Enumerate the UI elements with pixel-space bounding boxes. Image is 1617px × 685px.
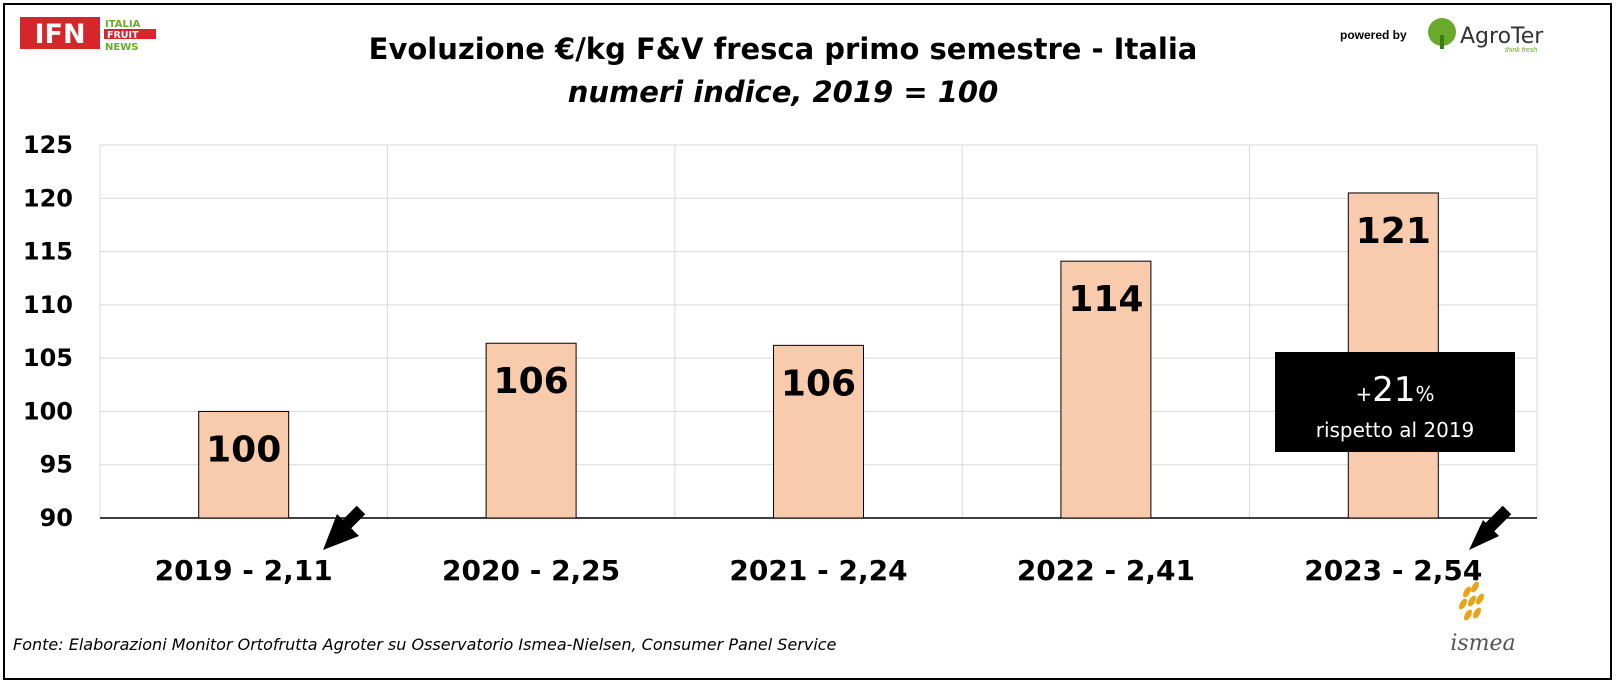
bar: [773, 344, 864, 519]
arrow-2023-icon: [1469, 505, 1512, 550]
bars: [198, 192, 1439, 519]
ismea-logo-text: ismea: [1450, 631, 1515, 656]
x-tick-label: 2020 - 2,25: [442, 554, 620, 587]
bar: [1060, 260, 1152, 519]
chart-frame: IFN ITALIA FRUIT NEWS Evoluzione €/kg F&…: [3, 3, 1612, 680]
powered-by-label: powered by: [1340, 28, 1407, 42]
chart-subtitle: numeri indice, 2019 = 100: [568, 75, 999, 109]
x-tick-label: 2021 - 2,24: [729, 554, 907, 587]
data-label: 121: [1356, 211, 1431, 252]
chart: IFN ITALIA FRUIT NEWS Evoluzione €/kg F&…: [13, 17, 1544, 656]
ifn-logo-line-2: FRUIT: [107, 30, 139, 41]
chart-title: Evoluzione €/kg F&V fresca primo semestr…: [369, 32, 1198, 66]
callout-background: [1275, 352, 1515, 452]
y-tick-label: 90: [40, 504, 73, 532]
wheat-icon: [1459, 581, 1484, 621]
y-axis-tick-labels: 90 95 100 105 110 115 120 125: [23, 131, 73, 532]
ismea-logo: ismea: [1450, 581, 1516, 656]
ifn-logo-line-3: NEWS: [105, 42, 138, 53]
agroter-tagline: think fresh: [1505, 47, 1537, 54]
y-tick-label: 100: [23, 397, 73, 425]
agroter-logo-text: AgroTer: [1460, 24, 1544, 49]
bar: [198, 410, 290, 519]
ifn-logo-text: IFN: [34, 19, 85, 50]
ifn-logo: IFN ITALIA FRUIT NEWS: [20, 17, 156, 53]
y-tick-label: 105: [23, 344, 73, 372]
x-axis-tick-labels: 2019 - 2,11 2020 - 2,25 2021 - 2,24 2022 - …: [155, 554, 1483, 587]
data-label: 106: [781, 363, 856, 404]
y-tick-label: 110: [23, 291, 73, 319]
ifn-logo-line-1: ITALIA: [105, 19, 141, 30]
callout-text: rispetto al 2019: [1316, 418, 1475, 442]
y-tick-label: 115: [23, 238, 73, 266]
ifn-logo-band: [104, 29, 156, 39]
bar: [485, 342, 577, 519]
x-tick-label: 2019 - 2,11: [155, 554, 333, 587]
callout-value: +21%: [1355, 370, 1434, 410]
source-note: Fonte: Elaborazioni Monitor Ortofrutta A…: [13, 635, 837, 654]
data-label: 100: [206, 429, 281, 470]
data-label: 114: [1068, 279, 1143, 320]
ifn-logo-badge: [20, 17, 100, 49]
arrow-2019-icon: [323, 505, 366, 550]
tree-icon: [1428, 18, 1456, 46]
agroter-logo: AgroTer think fresh: [1428, 18, 1544, 54]
y-tick-label: 125: [23, 131, 73, 159]
y-tick-label: 95: [40, 451, 73, 479]
data-labels: 100 106 106 114 121: [206, 211, 1431, 470]
x-tick-label: 2023 - 2,54: [1304, 554, 1482, 587]
x-tick-label: 2022 - 2,41: [1017, 554, 1195, 587]
callout-box: +21% rispetto al 2019: [1275, 352, 1515, 452]
data-label: 106: [494, 361, 569, 402]
y-tick-label: 120: [23, 184, 73, 212]
